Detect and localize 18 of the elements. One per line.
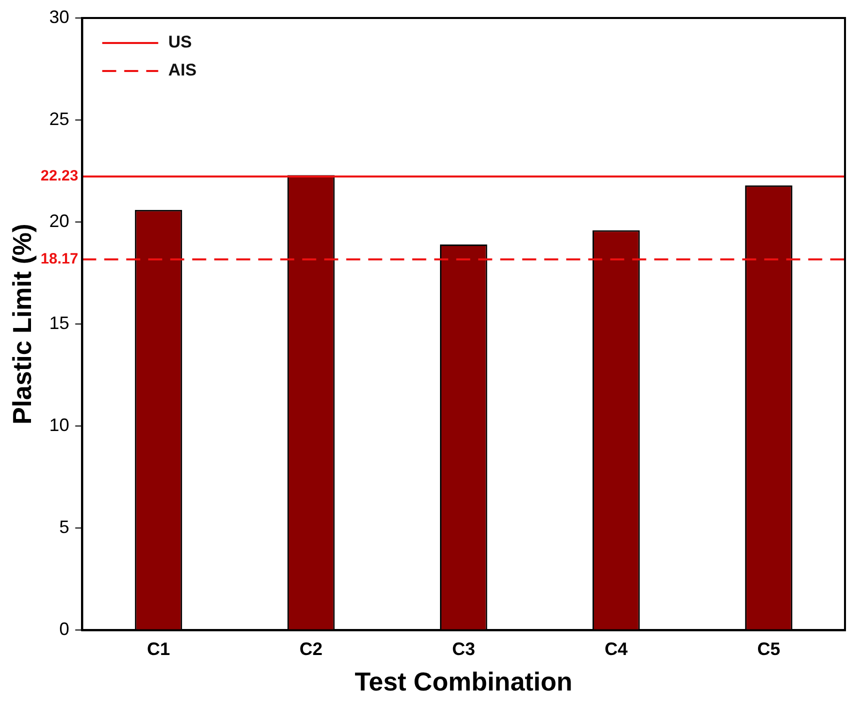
x-tick-label: C4 bbox=[604, 638, 628, 659]
text: 18.17 bbox=[40, 250, 78, 268]
y-tick-label: 30 bbox=[49, 6, 70, 27]
text: 22.23 bbox=[40, 168, 78, 185]
x-tick-label: C3 bbox=[452, 638, 476, 659]
x-axis-title: Test Combination bbox=[354, 666, 572, 697]
y-tick-label: 20 bbox=[49, 211, 70, 232]
y-axis-title: Plastic Limit (%) bbox=[6, 224, 37, 425]
x-tick-label: C1 bbox=[146, 638, 170, 659]
y-tick-label: 0 bbox=[59, 619, 70, 640]
legend-label: US bbox=[168, 32, 192, 52]
y-tick-label: 10 bbox=[49, 415, 70, 436]
x-tick-label: C2 bbox=[300, 638, 323, 659]
x-tick-label: C5 bbox=[757, 638, 780, 659]
y-tick-label: 25 bbox=[49, 109, 70, 129]
legend-label: AIS bbox=[168, 60, 197, 80]
y-tick-label: 15 bbox=[49, 313, 70, 334]
y-tick-label: 5 bbox=[59, 517, 70, 538]
